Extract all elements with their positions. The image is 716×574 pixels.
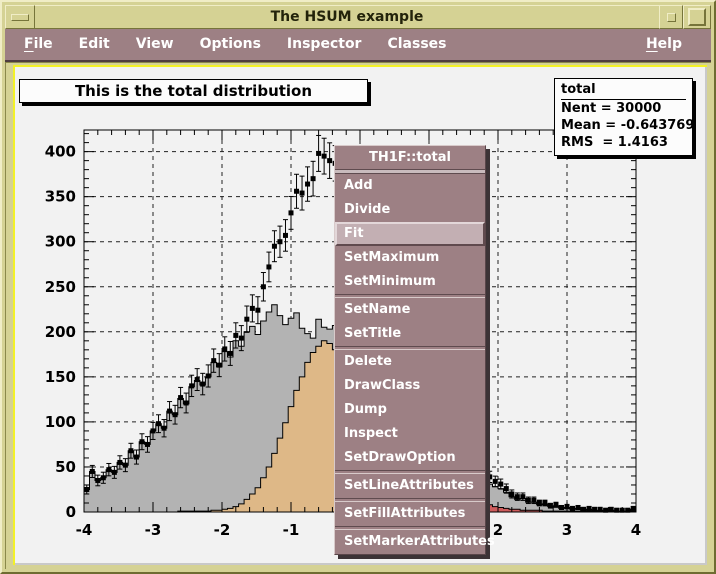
window-menu-button[interactable]	[5, 5, 35, 29]
context-menu-separator	[335, 526, 485, 530]
y-axis-label: 50	[55, 458, 76, 476]
context-menu-item-setname[interactable]: SetName	[344, 302, 411, 317]
context-menu-item-settitle[interactable]: SetTitle	[344, 326, 402, 341]
y-axis-labels: 0 50 100 150 200 250 300 350 400	[45, 143, 76, 521]
y-axis-label: 250	[45, 278, 76, 296]
y-axis-label: 300	[45, 233, 76, 251]
stats-title: total	[561, 81, 686, 100]
stats-mean: Mean = -0.643769	[561, 118, 695, 133]
context-menu-separator	[335, 498, 485, 502]
menubar-item-help[interactable]: Help	[645, 36, 682, 52]
x-axis-label: -2	[214, 521, 231, 539]
y-axis-label: 200	[45, 323, 76, 341]
context-menu-item-setminimum[interactable]: SetMinimum	[344, 274, 436, 289]
y-axis-label: 0	[66, 503, 76, 521]
menubar-item-edit[interactable]: Edit	[78, 36, 110, 52]
menubar-item-view[interactable]: View	[135, 36, 174, 52]
context-menu-item-drawclass[interactable]: DrawClass	[344, 378, 421, 393]
x-axis-label: 4	[631, 521, 641, 539]
menubar-item-options[interactable]: Options	[199, 36, 261, 52]
menubar-item-inspector[interactable]: Inspector	[286, 36, 362, 52]
context-menu-item-divide[interactable]: Divide	[344, 202, 391, 217]
titlebar: The HSUM example	[5, 5, 711, 29]
context-menu-item-dump[interactable]: Dump	[344, 402, 387, 417]
iconify-dot-icon	[666, 12, 676, 22]
x-axis-label: -3	[145, 521, 162, 539]
title-pave[interactable]: This is the total distribution	[19, 79, 368, 103]
y-axis-label: 150	[45, 368, 76, 386]
window-title: The HSUM example	[35, 5, 659, 29]
context-menu-title: TH1F::total	[369, 150, 451, 165]
x-axis-label: 2	[493, 521, 503, 539]
menubar-item-classes[interactable]: Classes	[387, 36, 447, 52]
context-menu-separator	[335, 294, 485, 298]
context-menu-item-setlineattributes[interactable]: SetLineAttributes	[344, 478, 474, 493]
window-content: -4-3-2-101234050100150200250300350400 Th…	[5, 62, 711, 569]
context-menu-item-setmarkerattributes[interactable]: SetMarkerAttributes	[344, 534, 495, 549]
context-menu-item-fit[interactable]: Fit	[335, 222, 485, 246]
y-axis-label: 400	[45, 143, 76, 161]
context-menu-separator	[335, 470, 485, 474]
title-pave-label: This is the total distribution	[74, 82, 313, 100]
context-menu-item-setmaximum[interactable]: SetMaximum	[344, 250, 440, 265]
x-axis-label: -1	[283, 521, 300, 539]
context-menu-item-add[interactable]: Add	[344, 178, 373, 193]
stats-box[interactable]: total Nent = 30000 Mean = -0.643769 RMS …	[554, 78, 695, 156]
window-menu-dash-icon	[11, 13, 29, 21]
context-menu-title-separator	[335, 169, 485, 174]
context-menu-item-inspect[interactable]: Inspect	[344, 426, 398, 441]
stats-rms: RMS = 1.4163	[561, 135, 668, 150]
root-canvas[interactable]: -4-3-2-101234050100150200250300350400 Th…	[15, 67, 707, 565]
x-axis-label: 3	[562, 521, 572, 539]
menubar-item-file[interactable]: File	[24, 36, 53, 52]
context-menu-item-delete[interactable]: Delete	[344, 354, 392, 369]
axis-ticks	[83, 130, 637, 513]
context-menu-separator	[335, 346, 485, 350]
stats-entries: Nent = 30000	[561, 101, 662, 116]
window-maximize-button[interactable]	[683, 5, 711, 29]
menubar: File Edit View Options Inspector Classes Help	[5, 29, 711, 62]
y-axis-label: 100	[45, 413, 76, 431]
y-axis-label: 350	[45, 188, 76, 206]
window-iconify-button[interactable]	[659, 5, 683, 29]
maximize-square-icon	[688, 8, 706, 26]
x-axis-label: -4	[76, 521, 93, 539]
context-menu-item-setfillattributes[interactable]: SetFillAttributes	[344, 506, 466, 521]
context-menu-item-setdrawoption[interactable]: SetDrawOption	[344, 450, 456, 465]
